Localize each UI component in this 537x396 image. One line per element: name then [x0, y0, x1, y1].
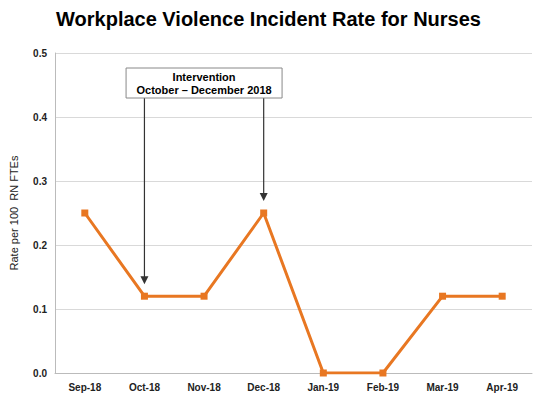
svg-text:0.2: 0.2 [33, 240, 47, 251]
svg-text:Oct-18: Oct-18 [129, 382, 161, 393]
svg-text:Jan-19: Jan-19 [307, 382, 339, 393]
svg-text:0.1: 0.1 [33, 304, 47, 315]
svg-text:Feb-19: Feb-19 [367, 382, 400, 393]
svg-text:0.3: 0.3 [33, 176, 47, 187]
svg-text:Intervention: Intervention [173, 71, 236, 83]
svg-text:Apr-19: Apr-19 [486, 382, 518, 393]
svg-text:Mar-19: Mar-19 [426, 382, 459, 393]
svg-text:Rate per 100 RN FTEs: Rate per 100 RN FTEs [8, 155, 20, 270]
svg-text:Dec-18: Dec-18 [247, 382, 280, 393]
svg-text:0.4: 0.4 [33, 112, 47, 123]
svg-text:October – December 2018: October – December 2018 [136, 84, 271, 96]
svg-text:0.0: 0.0 [33, 368, 47, 379]
svg-text:0.5: 0.5 [33, 48, 47, 59]
svg-text:Nov-18: Nov-18 [187, 382, 221, 393]
svg-text:Sep-18: Sep-18 [68, 382, 101, 393]
svg-text:Workplace Violence Incident Ra: Workplace Violence Incident Rate for Nur… [56, 8, 481, 30]
